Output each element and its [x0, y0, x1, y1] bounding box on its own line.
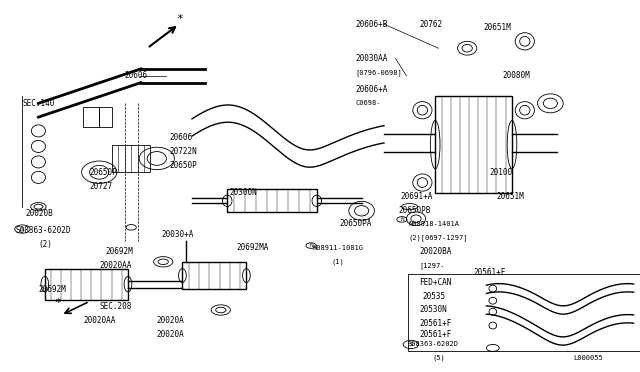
- Text: 20651M: 20651M: [496, 192, 524, 201]
- Circle shape: [34, 204, 43, 209]
- Text: S08363-6202D: S08363-6202D: [16, 226, 72, 235]
- Text: N: N: [309, 243, 313, 248]
- Text: S08363-6202D: S08363-6202D: [407, 341, 458, 347]
- Text: S: S: [20, 227, 24, 231]
- Text: [0796-0698]: [0796-0698]: [355, 69, 402, 76]
- Bar: [99, 107, 112, 128]
- Text: S: S: [409, 342, 413, 347]
- Text: N08911-1081G: N08911-1081G: [312, 245, 364, 251]
- Text: 20100: 20100: [490, 168, 513, 177]
- Text: 20530N: 20530N: [419, 305, 447, 314]
- Text: 20692M: 20692M: [38, 285, 66, 294]
- Bar: [83, 107, 99, 128]
- Bar: [112, 145, 150, 172]
- Text: 20561+F: 20561+F: [419, 330, 452, 339]
- Text: FED+CAN: FED+CAN: [419, 278, 452, 287]
- Text: 20030+A: 20030+A: [162, 230, 195, 239]
- Text: 20020AA: 20020AA: [99, 261, 132, 270]
- Text: 20692MA: 20692MA: [237, 244, 269, 253]
- Text: L000055: L000055: [573, 355, 602, 361]
- Text: 20300N: 20300N: [229, 188, 257, 198]
- Text: 20535: 20535: [422, 292, 445, 301]
- Text: (2): (2): [38, 240, 52, 249]
- Text: 20020BA: 20020BA: [419, 247, 452, 256]
- Text: C0698-: C0698-: [355, 100, 381, 106]
- Text: 20561+F: 20561+F: [419, 319, 452, 328]
- Text: 20727: 20727: [90, 182, 113, 190]
- Text: SEC.208: SEC.208: [99, 302, 132, 311]
- Text: 20692M: 20692M: [106, 247, 133, 256]
- Text: 20080M: 20080M: [502, 71, 530, 80]
- Text: 20561+F: 20561+F: [474, 267, 506, 277]
- Text: 20020B: 20020B: [26, 209, 53, 218]
- Bar: [45, 269, 128, 300]
- Text: 20020A: 20020A: [157, 316, 184, 325]
- Text: 20651M: 20651M: [483, 23, 511, 32]
- Text: 20650PA: 20650PA: [339, 219, 372, 228]
- Text: *: *: [54, 298, 61, 308]
- Bar: [408, 274, 640, 351]
- Text: [1297-: [1297-: [419, 262, 445, 269]
- Bar: [227, 189, 317, 212]
- Text: 20762: 20762: [419, 20, 442, 29]
- Text: SEC.140: SEC.140: [22, 99, 55, 108]
- Text: 20020AA: 20020AA: [83, 316, 116, 325]
- Text: (1): (1): [332, 259, 344, 265]
- Text: N: N: [400, 217, 404, 222]
- Text: 20020A: 20020A: [157, 330, 184, 339]
- Text: (5): (5): [432, 355, 445, 362]
- Text: *: *: [176, 14, 183, 24]
- Text: 20606+A: 20606+A: [355, 85, 388, 94]
- Text: (2)[0697-1297]: (2)[0697-1297]: [408, 234, 468, 241]
- Text: 20691+A: 20691+A: [400, 192, 433, 201]
- Text: 20606: 20606: [125, 71, 148, 80]
- Text: N08918-1401A: N08918-1401A: [408, 221, 460, 227]
- Text: 20650P: 20650P: [90, 168, 117, 177]
- Text: 20650PB: 20650PB: [398, 206, 431, 215]
- Text: 20650P: 20650P: [170, 161, 197, 170]
- Text: 20722N: 20722N: [170, 147, 197, 156]
- Text: 20606: 20606: [170, 133, 193, 142]
- Text: 20606+B: 20606+B: [355, 20, 388, 29]
- Bar: [435, 96, 512, 193]
- Text: 20030AA: 20030AA: [355, 54, 388, 63]
- Bar: [182, 262, 246, 289]
